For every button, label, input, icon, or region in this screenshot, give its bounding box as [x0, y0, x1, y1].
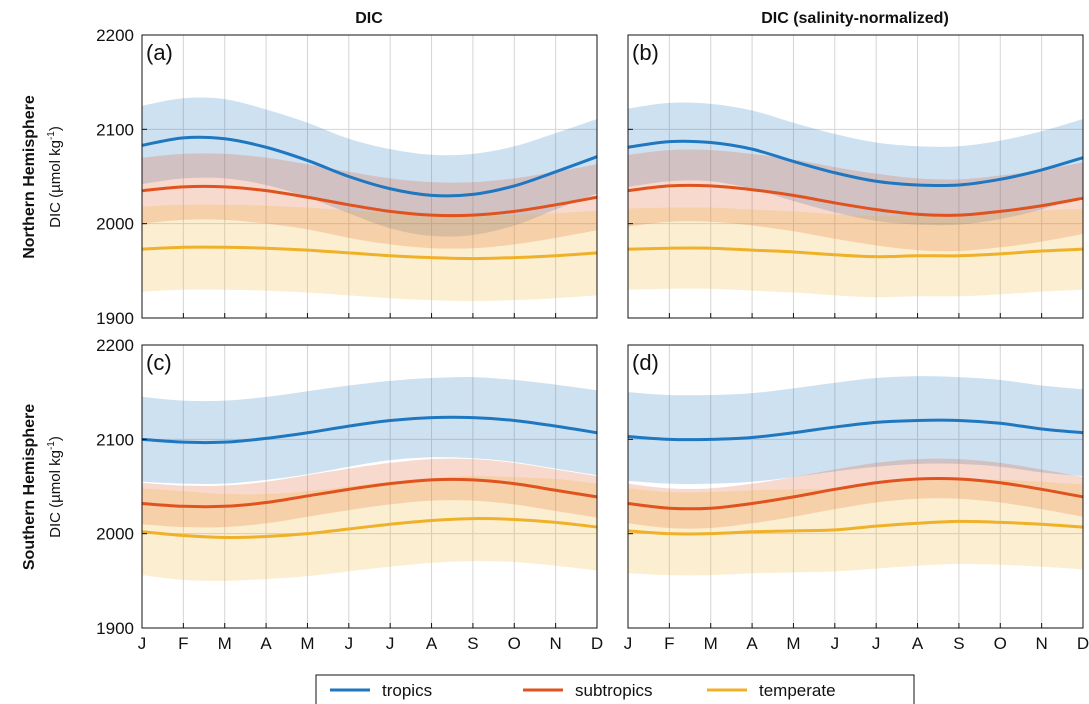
x-tick-label: A: [260, 634, 272, 653]
tropics-band: [628, 376, 1083, 484]
panel-tag: (d): [632, 350, 659, 375]
x-tick-label: J: [872, 634, 881, 653]
panel-tag: (c): [146, 350, 172, 375]
temperate-line: [627, 519, 1084, 536]
subtropics-line: [141, 477, 598, 509]
column-title-dic: DIC: [355, 10, 383, 27]
tropics-band: [142, 97, 597, 237]
temperate-line: [627, 246, 1084, 259]
temperate-band: [142, 204, 597, 302]
x-tick-label: O: [508, 634, 521, 653]
panel-4: J F M A M J J A S O N D (d): [624, 344, 1089, 653]
subtropics-line: [627, 183, 1084, 217]
panel-1: 1900 2000 2100 2200 (a): [96, 26, 598, 328]
row-title-southern-hemisphere: Southern Hemisphere: [21, 404, 38, 570]
panel-tag: (b): [632, 40, 659, 65]
subtropics-band: [628, 458, 1083, 529]
panel-frame: [141, 344, 598, 629]
x-tick-label: M: [704, 634, 718, 653]
tropics-line: [627, 139, 1084, 188]
y-axis-label-top: DIC (µmol kg-1): [46, 126, 64, 228]
y-tick-label: 2100: [96, 430, 134, 449]
temperate-band: [628, 207, 1083, 298]
y-tick-label: 2200: [96, 336, 134, 355]
y-tick-label: 1900: [96, 309, 134, 328]
y-tick-label: 2000: [96, 525, 134, 544]
x-tick-label: O: [994, 634, 1007, 653]
x-tick-label: S: [467, 634, 478, 653]
x-tick-label: J: [345, 634, 354, 653]
legend-label-subtropics: subtropics: [575, 681, 652, 700]
tropics-line: [141, 135, 598, 198]
x-tick-label: M: [218, 634, 232, 653]
panel-2: (b): [627, 34, 1084, 319]
x-tick-label: J: [624, 634, 633, 653]
panel-tag: (a): [146, 40, 173, 65]
tropics-line: [627, 418, 1084, 442]
x-tick-label: A: [746, 634, 758, 653]
x-tick-label: J: [386, 634, 395, 653]
temperate-line: [141, 517, 598, 539]
legend: tropics subtropics temperate: [315, 674, 915, 704]
tropics-band: [628, 102, 1083, 226]
legend-box: [315, 674, 915, 704]
column-title-dic-salinity-normalized: DIC (salinity-normalized): [761, 10, 949, 27]
tropics-line: [141, 415, 598, 445]
y-tick-label: 2200: [96, 26, 134, 45]
legend-label-temperate: temperate: [759, 681, 836, 700]
x-tick-label: M: [300, 634, 314, 653]
legend-label-tropics: tropics: [382, 681, 432, 700]
y-tick-label: 2000: [96, 215, 134, 234]
x-tick-label: D: [1077, 634, 1089, 653]
x-tick-label: A: [912, 634, 924, 653]
x-tick-label: F: [664, 634, 674, 653]
subtropics-line: [627, 476, 1084, 511]
x-tick-label: J: [831, 634, 840, 653]
x-tick-label: D: [591, 634, 603, 653]
panels-group: 1900 2000 2100 2200 (a) (b) 1900 2000 2100 2200 J F…: [96, 26, 1089, 653]
subtropics-band: [142, 458, 597, 528]
y-axis-label-bottom: DIC (µmol kg-1): [46, 436, 64, 538]
y-tick-label: 1900: [96, 619, 134, 638]
subtropics-band: [142, 153, 597, 249]
temperate-line: [141, 245, 598, 261]
y-tick-label: 2100: [96, 120, 134, 139]
panel-frame: [141, 34, 598, 319]
row-title-northern-hemisphere: Northern Hemisphere: [21, 95, 38, 259]
tropics-band: [142, 376, 597, 485]
x-tick-label: M: [786, 634, 800, 653]
panel-frame: [627, 34, 1084, 319]
subtropics-band: [628, 149, 1083, 252]
x-tick-label: J: [138, 634, 147, 653]
x-tick-label: A: [426, 634, 438, 653]
x-tick-label: N: [1035, 634, 1047, 653]
x-tick-label: N: [549, 634, 561, 653]
panel-frame: [627, 344, 1084, 629]
x-tick-label: S: [953, 634, 964, 653]
subtropics-line: [141, 184, 598, 218]
panel-3: 1900 2000 2100 2200 J F M A M J J A S O N D (c): [96, 336, 603, 653]
x-tick-label: F: [178, 634, 188, 653]
